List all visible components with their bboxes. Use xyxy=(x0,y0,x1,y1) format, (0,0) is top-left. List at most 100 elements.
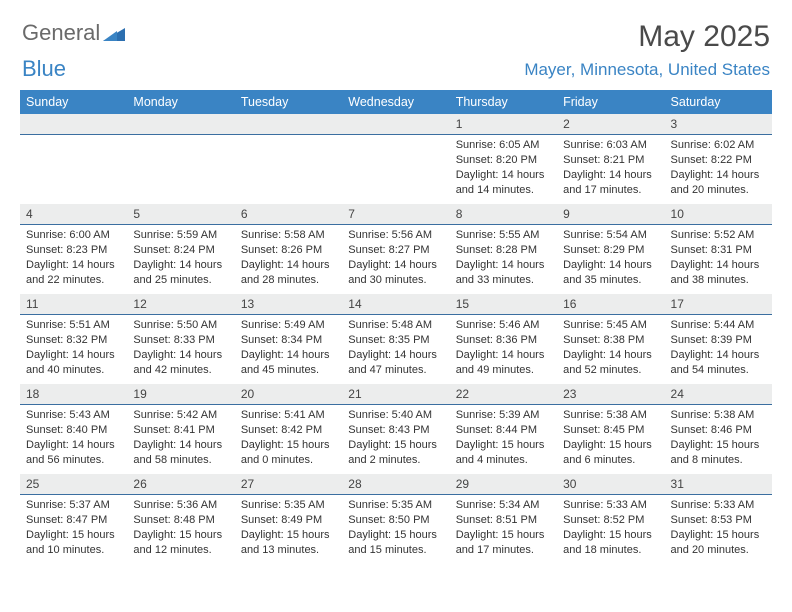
calendar-cell: 25Sunrise: 5:37 AMSunset: 8:47 PMDayligh… xyxy=(20,474,127,564)
daylight-text: Daylight: 14 hours xyxy=(241,348,336,363)
daylight-text: Daylight: 14 hours xyxy=(456,258,551,273)
calendar-cell: 10Sunrise: 5:52 AMSunset: 8:31 PMDayligh… xyxy=(665,204,772,294)
weekday-header: Saturday xyxy=(665,90,772,114)
logo-text-general: General xyxy=(22,20,100,46)
day-details: Sunrise: 6:00 AMSunset: 8:23 PMDaylight:… xyxy=(20,225,127,291)
day-details: Sunrise: 5:42 AMSunset: 8:41 PMDaylight:… xyxy=(127,405,234,471)
day-number: 21 xyxy=(342,384,449,405)
location: Mayer, Minnesota, United States xyxy=(524,60,770,80)
day-details: Sunrise: 5:38 AMSunset: 8:46 PMDaylight:… xyxy=(665,405,772,471)
daylight-text-2: and 35 minutes. xyxy=(563,273,658,288)
sunrise-text: Sunrise: 5:38 AM xyxy=(671,408,766,423)
daylight-text-2: and 4 minutes. xyxy=(456,453,551,468)
sunrise-text: Sunrise: 5:35 AM xyxy=(241,498,336,513)
day-details: Sunrise: 5:49 AMSunset: 8:34 PMDaylight:… xyxy=(235,315,342,381)
daylight-text-2: and 28 minutes. xyxy=(241,273,336,288)
day-details: Sunrise: 5:41 AMSunset: 8:42 PMDaylight:… xyxy=(235,405,342,471)
day-details: Sunrise: 5:54 AMSunset: 8:29 PMDaylight:… xyxy=(557,225,664,291)
daylight-text-2: and 47 minutes. xyxy=(348,363,443,378)
day-details: Sunrise: 5:46 AMSunset: 8:36 PMDaylight:… xyxy=(450,315,557,381)
day-details: Sunrise: 6:02 AMSunset: 8:22 PMDaylight:… xyxy=(665,135,772,201)
calendar-cell: 4Sunrise: 6:00 AMSunset: 8:23 PMDaylight… xyxy=(20,204,127,294)
sunrise-text: Sunrise: 5:41 AM xyxy=(241,408,336,423)
sunrise-text: Sunrise: 6:03 AM xyxy=(563,138,658,153)
calendar-cell: 18Sunrise: 5:43 AMSunset: 8:40 PMDayligh… xyxy=(20,384,127,474)
daylight-text: Daylight: 14 hours xyxy=(348,258,443,273)
sunrise-text: Sunrise: 5:38 AM xyxy=(563,408,658,423)
day-number: 1 xyxy=(450,114,557,135)
calendar-cell: 31Sunrise: 5:33 AMSunset: 8:53 PMDayligh… xyxy=(665,474,772,564)
daylight-text-2: and 0 minutes. xyxy=(241,453,336,468)
calendar-cell: 9Sunrise: 5:54 AMSunset: 8:29 PMDaylight… xyxy=(557,204,664,294)
sunrise-text: Sunrise: 6:02 AM xyxy=(671,138,766,153)
day-details: Sunrise: 5:35 AMSunset: 8:49 PMDaylight:… xyxy=(235,495,342,561)
sunrise-text: Sunrise: 5:51 AM xyxy=(26,318,121,333)
day-details: Sunrise: 5:34 AMSunset: 8:51 PMDaylight:… xyxy=(450,495,557,561)
daylight-text-2: and 33 minutes. xyxy=(456,273,551,288)
daylight-text-2: and 56 minutes. xyxy=(26,453,121,468)
day-number: 20 xyxy=(235,384,342,405)
sunset-text: Sunset: 8:42 PM xyxy=(241,423,336,438)
day-number: 25 xyxy=(20,474,127,495)
day-details: Sunrise: 5:33 AMSunset: 8:53 PMDaylight:… xyxy=(665,495,772,561)
daylight-text-2: and 30 minutes. xyxy=(348,273,443,288)
calendar-week-row: 25Sunrise: 5:37 AMSunset: 8:47 PMDayligh… xyxy=(20,474,772,564)
day-number: 31 xyxy=(665,474,772,495)
calendar-cell: 7Sunrise: 5:56 AMSunset: 8:27 PMDaylight… xyxy=(342,204,449,294)
calendar-cell: 28Sunrise: 5:35 AMSunset: 8:50 PMDayligh… xyxy=(342,474,449,564)
calendar-cell xyxy=(127,114,234,204)
day-number: 13 xyxy=(235,294,342,315)
weekday-header: Sunday xyxy=(20,90,127,114)
day-number: 4 xyxy=(20,204,127,225)
sunrise-text: Sunrise: 5:39 AM xyxy=(456,408,551,423)
daylight-text: Daylight: 14 hours xyxy=(26,258,121,273)
day-details: Sunrise: 5:59 AMSunset: 8:24 PMDaylight:… xyxy=(127,225,234,291)
sunrise-text: Sunrise: 5:48 AM xyxy=(348,318,443,333)
daylight-text: Daylight: 15 hours xyxy=(456,528,551,543)
daylight-text: Daylight: 14 hours xyxy=(671,168,766,183)
calendar-cell: 3Sunrise: 6:02 AMSunset: 8:22 PMDaylight… xyxy=(665,114,772,204)
daylight-text: Daylight: 14 hours xyxy=(563,348,658,363)
daylight-text-2: and 6 minutes. xyxy=(563,453,658,468)
day-details: Sunrise: 5:43 AMSunset: 8:40 PMDaylight:… xyxy=(20,405,127,471)
calendar-cell: 24Sunrise: 5:38 AMSunset: 8:46 PMDayligh… xyxy=(665,384,772,474)
calendar-cell: 16Sunrise: 5:45 AMSunset: 8:38 PMDayligh… xyxy=(557,294,664,384)
sunrise-text: Sunrise: 6:05 AM xyxy=(456,138,551,153)
daylight-text-2: and 42 minutes. xyxy=(133,363,228,378)
day-details: Sunrise: 5:58 AMSunset: 8:26 PMDaylight:… xyxy=(235,225,342,291)
day-number: 3 xyxy=(665,114,772,135)
day-number xyxy=(342,114,449,135)
daylight-text-2: and 10 minutes. xyxy=(26,543,121,558)
daylight-text-2: and 17 minutes. xyxy=(456,543,551,558)
sunrise-text: Sunrise: 5:52 AM xyxy=(671,228,766,243)
sunrise-text: Sunrise: 5:50 AM xyxy=(133,318,228,333)
sunset-text: Sunset: 8:28 PM xyxy=(456,243,551,258)
weekday-header: Monday xyxy=(127,90,234,114)
daylight-text-2: and 12 minutes. xyxy=(133,543,228,558)
sunset-text: Sunset: 8:48 PM xyxy=(133,513,228,528)
day-number: 24 xyxy=(665,384,772,405)
daylight-text: Daylight: 15 hours xyxy=(26,528,121,543)
calendar-table: SundayMondayTuesdayWednesdayThursdayFrid… xyxy=(20,90,772,564)
daylight-text-2: and 20 minutes. xyxy=(671,543,766,558)
sunset-text: Sunset: 8:34 PM xyxy=(241,333,336,348)
calendar-cell xyxy=(342,114,449,204)
weekday-header: Thursday xyxy=(450,90,557,114)
calendar-cell: 22Sunrise: 5:39 AMSunset: 8:44 PMDayligh… xyxy=(450,384,557,474)
calendar-cell: 30Sunrise: 5:33 AMSunset: 8:52 PMDayligh… xyxy=(557,474,664,564)
daylight-text: Daylight: 15 hours xyxy=(241,528,336,543)
calendar-cell xyxy=(235,114,342,204)
daylight-text: Daylight: 14 hours xyxy=(563,258,658,273)
daylight-text-2: and 45 minutes. xyxy=(241,363,336,378)
sunset-text: Sunset: 8:31 PM xyxy=(671,243,766,258)
header: General May 2025 Mayer, Minnesota, Unite… xyxy=(0,0,792,90)
logo-triangle-icon xyxy=(103,25,125,41)
daylight-text: Daylight: 14 hours xyxy=(133,258,228,273)
daylight-text-2: and 13 minutes. xyxy=(241,543,336,558)
calendar-cell: 27Sunrise: 5:35 AMSunset: 8:49 PMDayligh… xyxy=(235,474,342,564)
day-details: Sunrise: 6:03 AMSunset: 8:21 PMDaylight:… xyxy=(557,135,664,201)
daylight-text-2: and 14 minutes. xyxy=(456,183,551,198)
sunrise-text: Sunrise: 5:33 AM xyxy=(563,498,658,513)
weekday-header: Tuesday xyxy=(235,90,342,114)
calendar-cell: 21Sunrise: 5:40 AMSunset: 8:43 PMDayligh… xyxy=(342,384,449,474)
